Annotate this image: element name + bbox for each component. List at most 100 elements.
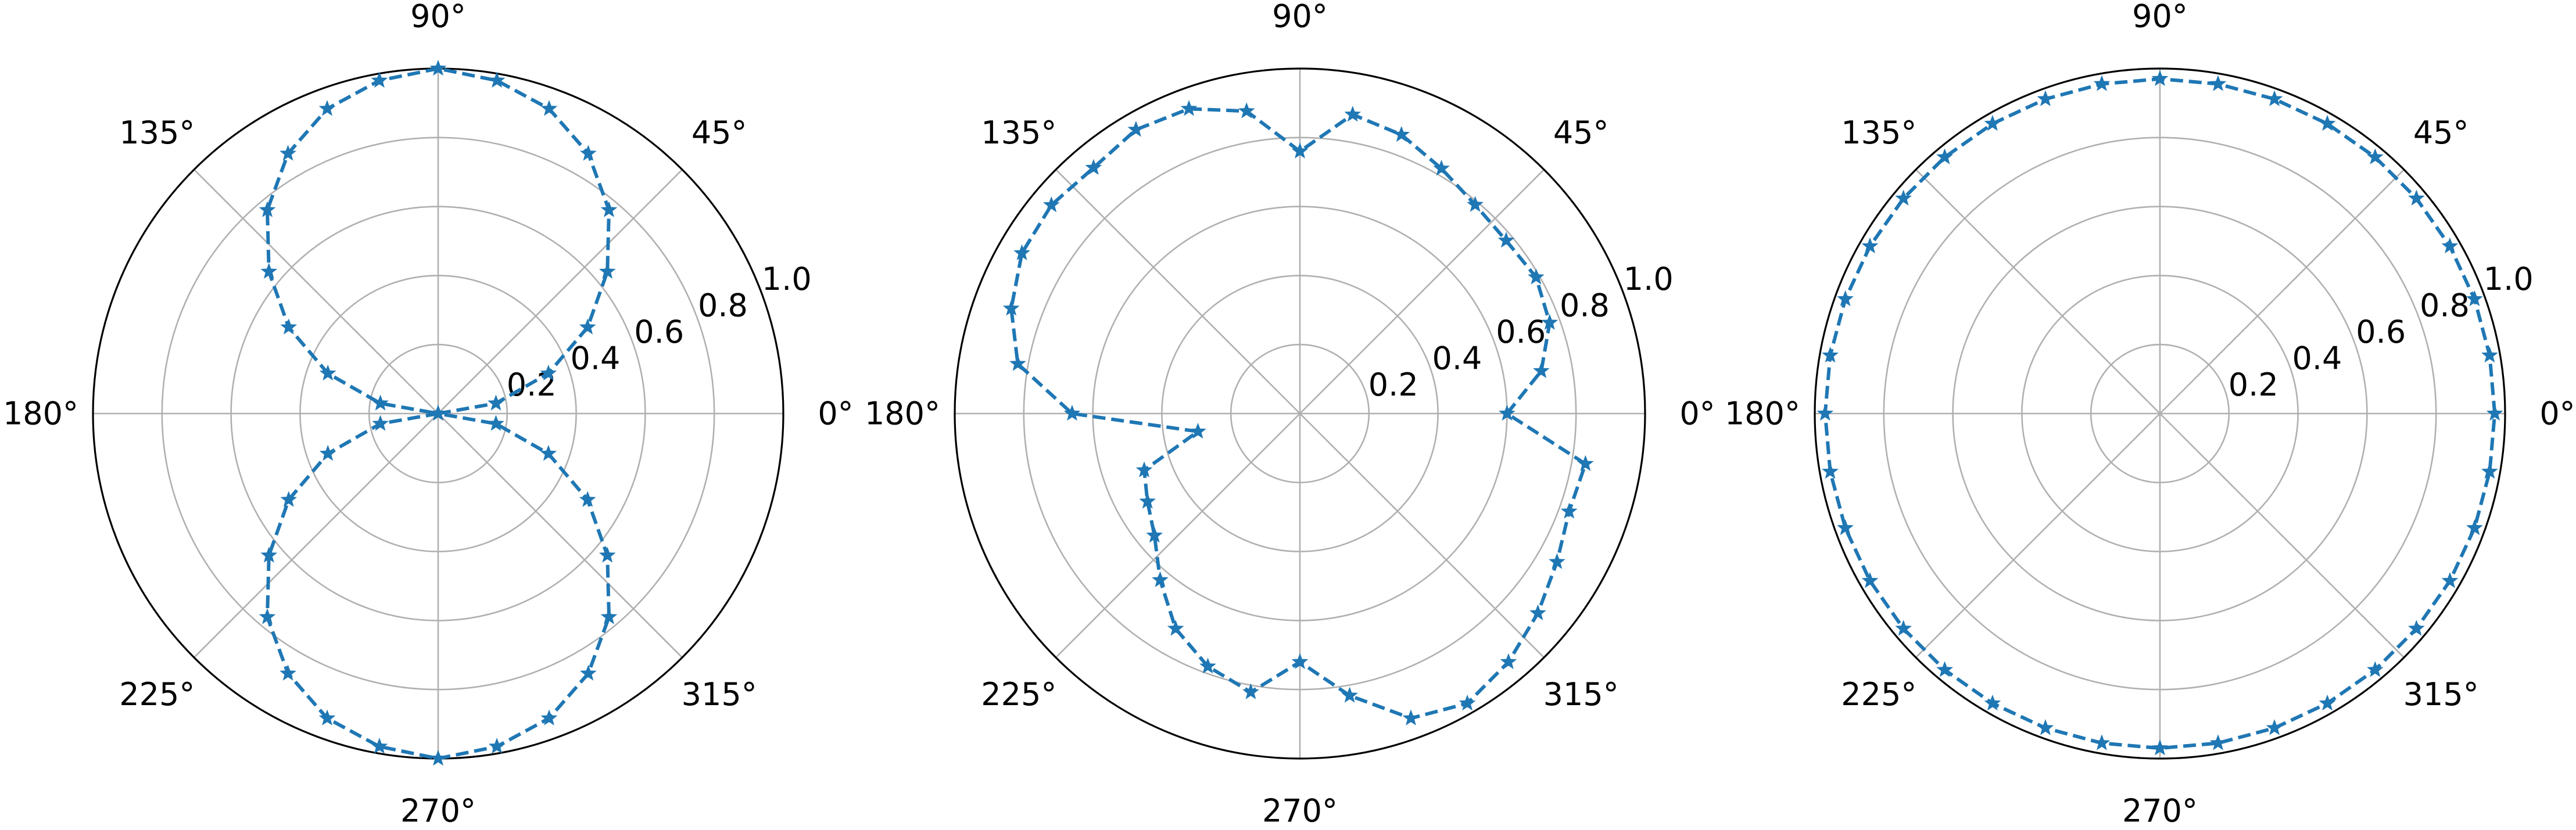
r-tick-label: 0.8 [2420,288,2470,324]
data-point-star [600,608,618,624]
angular-gridline [1915,413,2161,658]
data-point-star [1497,232,1515,248]
data-point-star [429,749,447,766]
theta-tick-label: 315° [682,676,757,713]
data-point-star [280,664,296,681]
theta-tick-label: 180° [3,396,78,432]
theta-tick-label: 270° [400,793,476,829]
data-point-star [371,738,388,754]
data-point-star [579,491,596,507]
data-point-star [2319,694,2336,711]
polar-axes-3: 0° 45° 90° 135° 180° 225° 270° 315° 0.2 0.4 0.6 0.8… [1725,0,2575,829]
angular-gridline [2159,169,2405,414]
r-tick-label: 0.6 [2356,314,2406,350]
data-point-star [1822,346,1839,363]
data-point-star [488,394,504,411]
theta-tick-label: 0° [818,396,853,432]
data-point-star [540,444,557,461]
data-point-star [1341,687,1358,703]
data-point-star [372,415,389,431]
data-point-star [1984,114,2001,131]
data-point-star [318,100,336,116]
theta-tick-label: 270° [2122,793,2198,829]
theta-tick-label: 315° [1543,676,1619,713]
data-point-star [319,444,336,461]
data-point-star [1013,244,1030,261]
data-point-star [1085,159,1102,175]
data-point-star [540,364,557,381]
theta-tick-label: 135° [1841,114,1916,151]
data-point-star [259,201,276,217]
r-tick-label: 0.8 [1560,288,1610,324]
data-point-star [2481,462,2498,479]
data-point-star [1002,300,1020,316]
r-tick-label: 1.0 [762,261,812,297]
theta-tick-label: 270° [1262,793,1338,829]
data-point-star [429,404,447,421]
r-tick-label: 0.8 [698,288,748,324]
data-point-star [1528,268,1545,285]
angular-gridline [1055,413,1300,658]
theta-tick-label: 45° [692,114,747,151]
data-point-star [2408,189,2425,206]
angular-gridline [194,169,439,414]
data-point-star [2408,620,2425,636]
data-point-star [599,547,616,563]
theta-tick-label: 225° [1841,676,1916,713]
r-tick-label: 0.2 [1368,367,1418,403]
data-point-star [488,738,506,754]
data-point-star [260,547,278,563]
theta-tick-label: 180° [865,396,940,432]
data-point-star [580,664,597,681]
angular-gridline [1299,413,1545,658]
data-point-star [2093,75,2111,91]
data-point-star [1822,462,1839,479]
data-point-star [2319,114,2336,131]
data-point-star [1895,189,1912,206]
data-point-star [280,491,298,507]
theta-tick-label: 45° [1553,114,1609,151]
polar-frame [1814,67,2506,760]
angular-gridline [438,169,683,414]
angular-gridline [438,413,683,658]
data-point-star [1541,314,1559,330]
data-point-star [1936,148,1954,164]
data-point-star [1984,694,2001,711]
data-point-star [1861,572,1879,588]
data-point-star [1393,125,1410,142]
data-point-star [1936,661,1954,677]
data-point-star [2209,75,2227,91]
angular-gridline [2159,413,2405,658]
r-tick-label: 0.4 [1432,340,1482,377]
data-point-star [1344,106,1362,122]
r-tick-label: 0.4 [2292,340,2342,377]
data-point-star [2266,719,2283,735]
data-point-star [1837,519,1854,536]
data-point-star [600,201,618,217]
data-point-star [1817,404,1834,421]
data-point-star [2366,148,2384,164]
data-point-star [2151,739,2169,756]
theta-tick-label: 135° [119,114,195,151]
theta-tick-label: 315° [2403,676,2479,713]
theta-tick-label: 180° [1725,396,1800,432]
data-point-star [1529,604,1546,620]
data-point-star [1152,571,1169,587]
data-point-star [1127,121,1145,137]
angular-gridline [1299,169,1545,414]
data-point-star [1180,100,1198,116]
r-tick-label: 0.2 [2229,367,2278,403]
r-tick-label: 0.6 [1496,314,1546,350]
data-point-star [1532,362,1550,378]
data-point-star [2037,90,2054,106]
data-point-star [1560,502,1578,519]
data-point-star [1009,355,1026,371]
data-point-star [1549,553,1565,569]
data-point-star [1402,709,1420,725]
data-point-star [1042,196,1060,213]
data-point-star [1146,526,1163,543]
data-point-star [372,394,389,411]
data-point-star [2366,661,2384,677]
data-point-star [1500,653,1517,669]
